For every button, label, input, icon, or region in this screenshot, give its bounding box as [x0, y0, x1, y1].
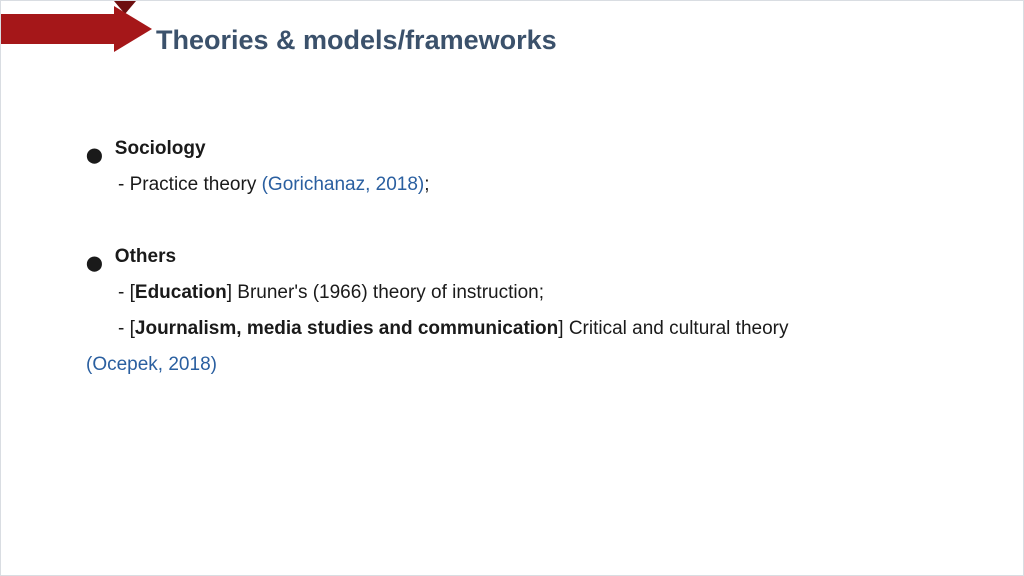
bullet-sociology: ⬤ Sociology: [86, 131, 963, 167]
citation-link[interactable]: (Ocepek, 2018): [86, 354, 217, 375]
list-item-continuation: (Ocepek, 2018): [86, 347, 963, 383]
slide-title: Theories & models/frameworks: [156, 25, 557, 56]
item-rest: ] Critical and cultural theory: [558, 318, 788, 339]
bullet-icon: ⬤: [86, 256, 103, 271]
arrow-bar: [1, 14, 116, 44]
item-suffix: ;: [424, 174, 429, 195]
arrow-head-icon: [114, 6, 152, 52]
item-text: - Practice theory: [118, 174, 262, 195]
section-heading: Others: [115, 239, 176, 275]
citation-link[interactable]: (Gorichanaz, 2018): [262, 174, 425, 195]
slide-content: ⬤ Sociology - Practice theory (Gorichana…: [86, 131, 963, 384]
item-prefix: - [: [118, 282, 135, 303]
item-rest: ] Bruner's (1966) theory of instruction;: [227, 282, 544, 303]
spacer: [86, 203, 963, 239]
item-prefix: - [: [118, 318, 135, 339]
bullet-others: ⬤ Others: [86, 239, 963, 275]
item-tag: Journalism, media studies and communicat…: [135, 318, 558, 339]
slide: Theories & models/frameworks ⬤ Sociology…: [0, 0, 1024, 576]
list-item: - Practice theory (Gorichanaz, 2018);: [86, 167, 963, 203]
list-item: - [Journalism, media studies and communi…: [86, 311, 963, 347]
section-heading: Sociology: [115, 131, 206, 167]
item-tag: Education: [135, 282, 227, 303]
header-arrow-decoration: [1, 6, 164, 46]
bullet-icon: ⬤: [86, 148, 103, 163]
list-item: - [Education] Bruner's (1966) theory of …: [86, 275, 963, 311]
